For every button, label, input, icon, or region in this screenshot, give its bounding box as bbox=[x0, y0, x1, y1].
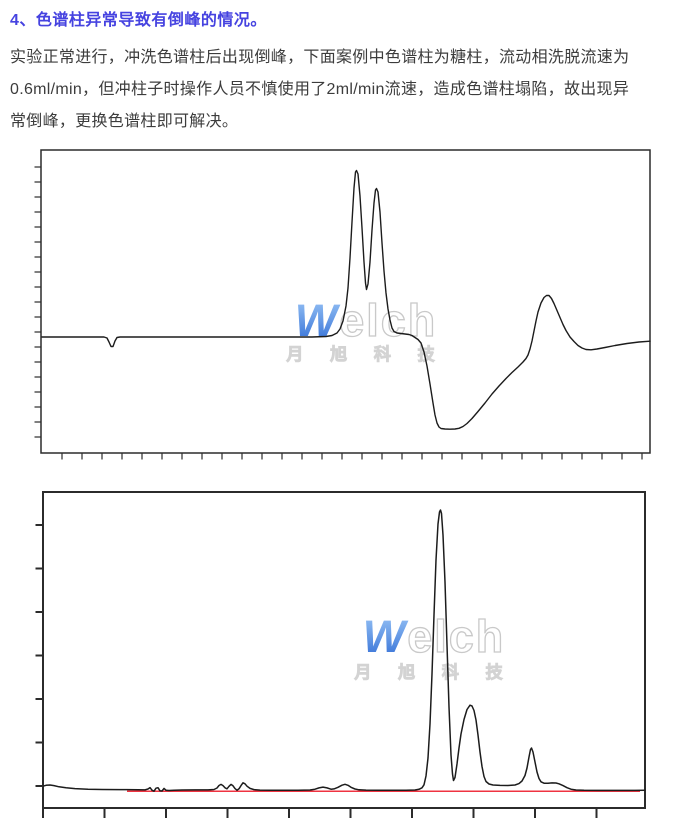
paragraph-line: 实验正常进行，冲洗色谱柱后出现倒峰，下面案例中色谱柱为糖柱，流动相洗脱流速为 bbox=[10, 49, 630, 66]
body-paragraph: 实验正常进行，冲洗色谱柱后出现倒峰，下面案例中色谱柱为糖柱，流动相洗脱流速为 0… bbox=[10, 42, 674, 138]
x-axis-ticks bbox=[61, 453, 643, 460]
chromatogram-trace bbox=[42, 509, 646, 792]
watermark-brand: Welch bbox=[363, 611, 506, 662]
y-axis-ticks bbox=[35, 524, 43, 787]
paragraph-line: 常倒峰，更换色谱柱即可解决。 bbox=[10, 113, 239, 130]
watermark-company-name: 月 旭 科 技 bbox=[285, 344, 445, 364]
chart-frame bbox=[42, 491, 646, 809]
paragraph-line: 0.6ml/min，但冲柱子时操作人员不慎使用了2ml/min流速，造成色谱柱塌… bbox=[10, 81, 630, 98]
section-heading: 4、色谱柱异常导致有倒峰的情况。 bbox=[10, 12, 267, 29]
watermark-company-name: 月 旭 科 技 bbox=[353, 662, 513, 682]
chromatogram-trace bbox=[41, 169, 651, 430]
x-axis-ticks bbox=[42, 808, 598, 818]
chart-frame bbox=[40, 149, 651, 454]
y-axis-ticks bbox=[34, 166, 41, 438]
